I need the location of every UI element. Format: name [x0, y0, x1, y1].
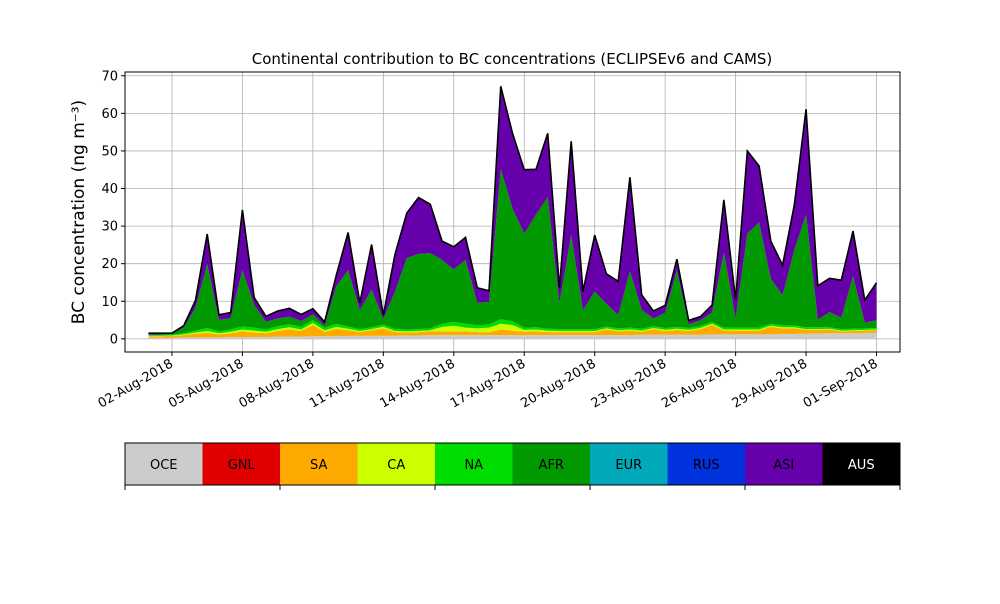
- legend-label-gnl: GNL: [228, 458, 256, 473]
- x-tick-label: 01-Sep-2018: [801, 356, 881, 411]
- legend-swatch-rus: [667, 443, 745, 485]
- x-tick-label: 11-Aug-2018: [307, 356, 387, 411]
- legend-label-asi: ASI: [773, 458, 794, 473]
- legend-label-afr: AFR: [539, 458, 564, 473]
- x-tick-label: 29-Aug-2018: [730, 356, 810, 411]
- legend-swatch-na: [435, 443, 513, 485]
- chart-title: Continental contribution to BC concentra…: [252, 50, 773, 68]
- x-tick-label: 17-Aug-2018: [448, 356, 528, 411]
- legend-swatch-aus: [822, 443, 900, 485]
- x-tick-label: 08-Aug-2018: [237, 356, 317, 411]
- legend-label-ca: CA: [387, 458, 405, 473]
- legend-label-sa: SA: [310, 458, 327, 473]
- legend-swatch-eur: [590, 443, 668, 485]
- y-tick-label: 40: [101, 182, 118, 197]
- legend-swatch-sa: [280, 443, 358, 485]
- legend-swatch-asi: [745, 443, 823, 485]
- plot-frame: [124, 71, 901, 353]
- legend-swatch-oce: [125, 443, 203, 485]
- x-tick-label: 02-Aug-2018: [96, 356, 176, 411]
- legend-label-eur: EUR: [615, 458, 642, 473]
- y-tick-label: 60: [101, 107, 118, 122]
- legend-label-na: NA: [464, 458, 483, 473]
- colorbar-legend: OCE GNL SA CA NA AFR EUR RUS ASI AUS: [124, 442, 901, 490]
- legend-label-aus: AUS: [848, 458, 875, 473]
- y-tick-label: 30: [101, 220, 118, 235]
- x-tick-label: 05-Aug-2018: [166, 356, 246, 411]
- x-tick-label: 23-Aug-2018: [589, 356, 669, 411]
- area-sa: [148, 324, 877, 338]
- area-oce: [148, 332, 877, 339]
- y-tick-label: 50: [101, 144, 118, 159]
- y-tick-label: 0: [110, 332, 118, 347]
- y-tick-label: 70: [101, 69, 118, 84]
- legend-label-oce: OCE: [150, 458, 178, 473]
- legend-label-rus: RUS: [693, 458, 720, 473]
- area-asi: [148, 86, 877, 335]
- area-afr: [148, 168, 877, 336]
- y-tick-label: 20: [101, 257, 118, 272]
- y-tick-label: 10: [101, 295, 118, 310]
- legend-swatch-ca: [357, 443, 435, 485]
- total-line: [148, 86, 878, 335]
- legend-frame: [124, 442, 901, 486]
- x-tick-label: 26-Aug-2018: [659, 356, 739, 411]
- x-tick-label: 14-Aug-2018: [377, 356, 457, 411]
- legend-swatch-afr: [512, 443, 590, 485]
- stacked-areas: [148, 86, 878, 339]
- x-tick-label: 20-Aug-2018: [518, 356, 598, 411]
- y-axis-label: BC concentration (ng m⁻³): [69, 100, 89, 324]
- area-ca: [148, 323, 877, 337]
- legend-swatch-gnl: [202, 443, 280, 485]
